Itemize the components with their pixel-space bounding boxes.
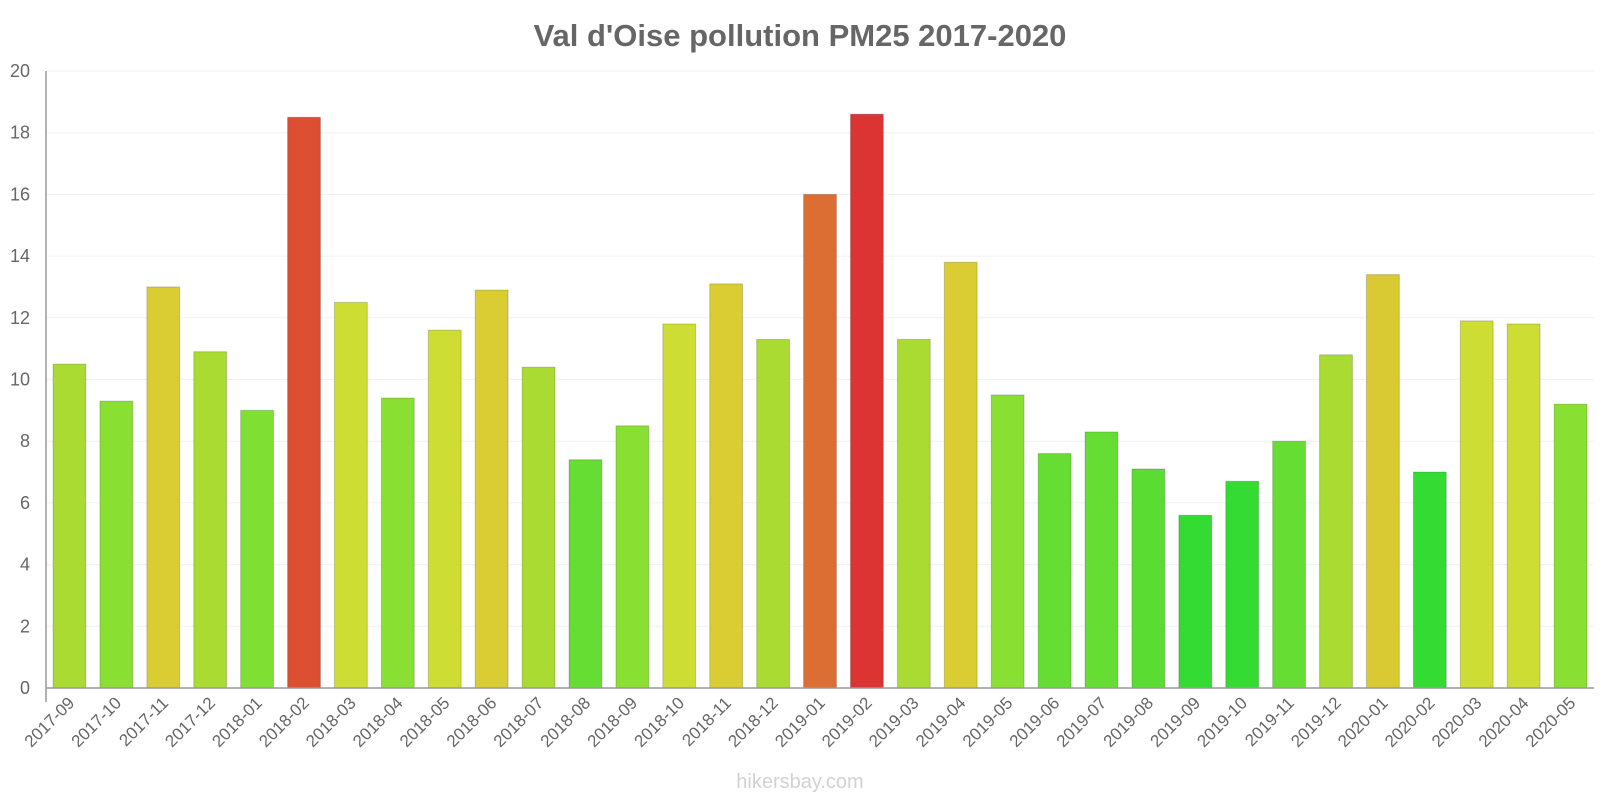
x-tick-label: 2020-04 <box>1475 693 1533 751</box>
x-tick-label: 2018-09 <box>584 693 642 751</box>
x-tick-label: 2017-11 <box>115 693 172 750</box>
y-axis-tick-labels: 0 2 4 6 8 10 12 14 16 18 20 <box>10 61 30 698</box>
x-tick-label: 2018-11 <box>678 693 735 750</box>
x-tick-label: 2017-12 <box>161 693 219 751</box>
bar-2017-12 <box>193 351 228 689</box>
bar-2019-01 <box>803 193 837 689</box>
bar-2019-10 <box>1225 480 1260 689</box>
x-tick-label: 2018-04 <box>349 693 407 751</box>
bar-2020-03 <box>1459 320 1494 689</box>
x-tick-label: 2019-09 <box>1147 693 1205 751</box>
x-tick-label: 2019-08 <box>1100 693 1158 751</box>
bar-2018-02 <box>287 116 321 689</box>
x-tick-label: 2020-03 <box>1428 693 1486 751</box>
bar-2019-02 <box>849 113 884 689</box>
bar-2020-05 <box>1553 403 1588 689</box>
x-tick-label: 2018-12 <box>724 693 782 751</box>
x-tick-label: 2020-05 <box>1522 693 1580 751</box>
y-tick-label: 8 <box>20 431 30 451</box>
x-axis-tick-labels: 2017-092017-102017-112017-122018-012018-… <box>21 693 1580 751</box>
bar-2018-11 <box>709 283 744 689</box>
bar-2020-02 <box>1412 471 1447 689</box>
bar-2019-07 <box>1084 431 1119 689</box>
bar-2019-05 <box>990 394 1025 689</box>
x-tick-label: 2018-07 <box>490 693 548 751</box>
x-tick-label: 2019-07 <box>1053 693 1111 751</box>
bar-2018-12 <box>756 338 791 689</box>
y-tick-label: 14 <box>10 246 30 266</box>
x-tick-label: 2019-01 <box>771 693 829 751</box>
x-tick-label: 2019-11 <box>1241 693 1298 750</box>
x-tick-label: 2018-08 <box>537 693 595 751</box>
y-tick-label: 0 <box>20 678 30 698</box>
bar-2018-07 <box>521 366 556 689</box>
bars <box>52 113 1588 689</box>
bar-2017-09 <box>52 363 87 689</box>
bar-2019-11 <box>1272 440 1307 689</box>
bar-2017-10 <box>99 400 134 689</box>
bar-2019-06 <box>1037 453 1072 689</box>
x-tick-label: 2019-10 <box>1193 693 1251 751</box>
footer-watermark: hikersbay.com <box>736 771 863 793</box>
x-tick-label: 2018-02 <box>255 693 313 751</box>
x-tick-label: 2019-03 <box>865 693 923 751</box>
x-tick-label: 2018-10 <box>631 693 689 751</box>
x-tick-label: 2019-02 <box>818 693 876 751</box>
bar-2018-09 <box>615 425 650 689</box>
y-tick-label: 20 <box>10 61 30 81</box>
x-tick-label: 2018-01 <box>208 693 266 751</box>
bar-2019-03 <box>896 338 931 689</box>
bar-2019-08 <box>1131 468 1166 689</box>
x-tick-label: 2018-03 <box>302 693 360 751</box>
x-tick-label: 2017-09 <box>21 693 79 751</box>
bar-2018-03 <box>333 301 368 689</box>
y-tick-label: 12 <box>10 308 30 328</box>
bar-2020-04 <box>1506 323 1541 689</box>
bar-2018-01 <box>240 409 275 689</box>
y-tick-label: 16 <box>10 184 30 204</box>
x-tick-label: 2020-01 <box>1334 693 1392 751</box>
bar-2018-06 <box>474 289 509 689</box>
y-tick-label: 10 <box>10 370 30 390</box>
x-tick-label: 2018-05 <box>396 693 454 751</box>
x-tick-label: 2019-06 <box>1006 693 1064 751</box>
bar-2018-05 <box>427 329 462 689</box>
y-tick-label: 18 <box>10 123 30 143</box>
y-tick-label: 6 <box>20 493 30 513</box>
x-tick-label: 2019-05 <box>959 693 1017 751</box>
bar-2019-12 <box>1319 354 1353 689</box>
x-tick-label: 2019-04 <box>912 693 970 751</box>
bar-2019-04 <box>943 261 978 689</box>
x-tick-label: 2020-02 <box>1381 693 1439 751</box>
x-tick-label: 2019-12 <box>1287 693 1345 751</box>
bar-2018-04 <box>380 397 415 689</box>
bar-2019-09 <box>1178 514 1213 689</box>
bar-2020-01 <box>1365 274 1400 689</box>
x-tick-label: 2018-06 <box>443 693 501 751</box>
bar-2018-10 <box>662 323 697 689</box>
bar-2017-11 <box>146 286 181 689</box>
y-tick-label: 4 <box>20 555 30 575</box>
x-tick-label: 2017-10 <box>68 693 126 751</box>
chart-title: Val d'Oise pollution PM25 2017-2020 <box>534 18 1067 53</box>
y-tick-label: 2 <box>20 616 30 636</box>
bar-2018-08 <box>568 459 603 689</box>
